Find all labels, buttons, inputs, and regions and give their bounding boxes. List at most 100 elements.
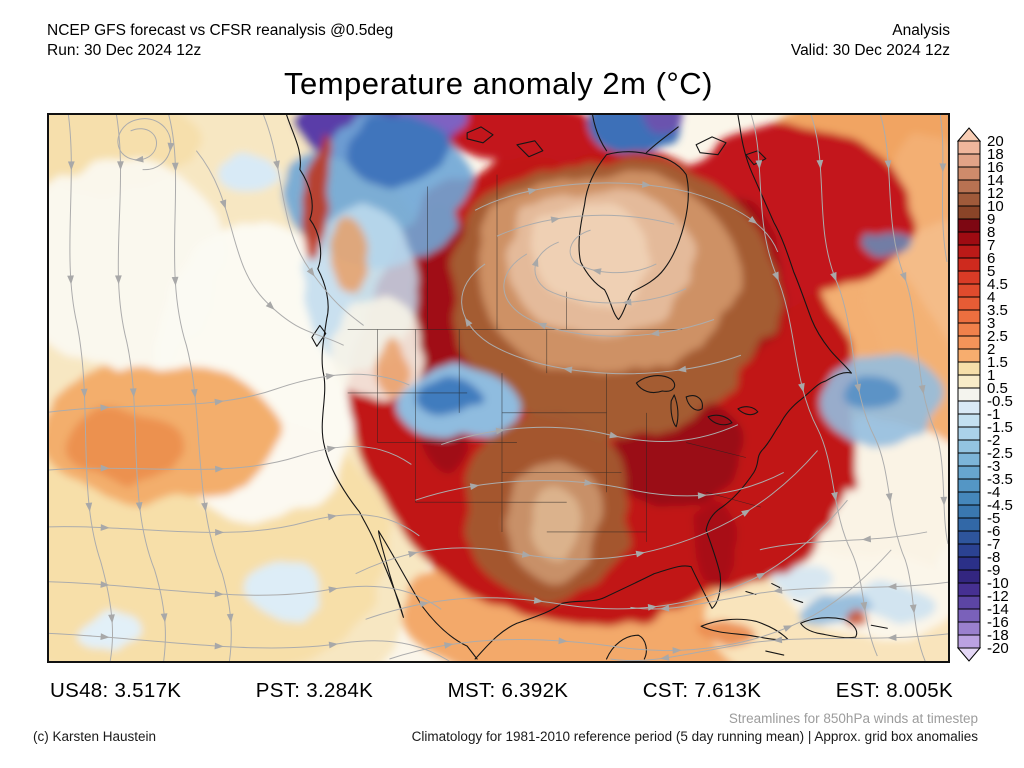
streamline-arrowhead bbox=[100, 633, 110, 640]
product-line: NCEP GFS forecast vs CFSR reanalysis @0.… bbox=[47, 22, 394, 39]
colorbar-segment bbox=[957, 569, 981, 584]
streamline-arrowhead bbox=[660, 654, 670, 661]
colorbar-segment bbox=[957, 621, 981, 636]
colorbar-segment bbox=[957, 140, 981, 155]
colorbar-segment bbox=[957, 335, 981, 350]
streamline-arrowhead bbox=[940, 496, 948, 506]
streamline-arrows bbox=[67, 142, 948, 661]
streamline-arrowhead bbox=[215, 465, 225, 473]
streamline-arrowhead bbox=[887, 583, 897, 590]
streamline-arrowhead bbox=[550, 216, 561, 224]
colorbar-tick-label: -3.5 bbox=[987, 471, 1013, 488]
colorbar-tick-label: 2.5 bbox=[987, 328, 1008, 345]
colorbar-tick-label: -4 bbox=[987, 484, 1000, 501]
streamline-arrowhead bbox=[265, 301, 275, 310]
streamline-arrowhead bbox=[816, 159, 824, 170]
colorbar: 20 18 16 14 12 10 9 8 7 6 5 4.5 4 3.5 3 2.5 2 1.5 1 0.5 -0.5… bbox=[956, 127, 1023, 663]
colorbar-segment bbox=[957, 543, 981, 558]
colorbar-arrow-top bbox=[956, 127, 982, 142]
streamline-arrowhead bbox=[854, 383, 862, 394]
colorbar-segment bbox=[957, 595, 981, 610]
streamline-arrowhead bbox=[899, 271, 907, 282]
streamline-arrowhead bbox=[67, 161, 75, 171]
streamline-arrowhead bbox=[748, 215, 758, 225]
streamline-arrowhead bbox=[741, 509, 751, 517]
streamline-arrowhead bbox=[67, 275, 74, 285]
colorbar-tick-label: -7 bbox=[987, 536, 1000, 553]
streamline-arrowhead bbox=[306, 267, 315, 277]
streamline-arrowhead bbox=[650, 329, 660, 337]
streamline-arrowhead bbox=[831, 491, 838, 502]
colorbar-tick-label: 3 bbox=[987, 315, 995, 332]
run-line: Run: 30 Dec 2024 12z bbox=[47, 42, 202, 59]
colorbar-segment bbox=[957, 192, 981, 207]
colorbar-segment bbox=[957, 556, 981, 571]
streamline-arrowhead bbox=[527, 188, 538, 195]
colorbar-segment bbox=[957, 452, 981, 467]
streamline-arrowhead bbox=[214, 398, 224, 406]
colorbar-segment bbox=[957, 166, 981, 181]
colorbar-segment bbox=[957, 387, 981, 402]
streamline-arrowhead bbox=[622, 298, 632, 306]
colorbar-segment bbox=[957, 634, 981, 649]
streamline-arrowhead bbox=[226, 613, 234, 623]
streamline-arrowhead bbox=[129, 388, 137, 398]
colorbar-segment bbox=[957, 478, 981, 493]
climatology-note: Climatology for 1981-2010 reference peri… bbox=[411, 729, 978, 744]
colorbar-segment bbox=[957, 413, 981, 428]
colorbar-segment bbox=[957, 491, 981, 506]
colorbar-segment bbox=[957, 218, 981, 233]
colorbar-tick-label: -5 bbox=[987, 510, 1000, 527]
streamline-arrowhead bbox=[885, 493, 893, 503]
colorbar-segment bbox=[957, 283, 981, 298]
header-left: NCEP GFS forecast vs CFSR reanalysis @0.… bbox=[47, 21, 393, 61]
streamline-arrowhead bbox=[558, 637, 568, 645]
colorbar-segment bbox=[957, 348, 981, 363]
colorbar-segment bbox=[957, 309, 981, 324]
colorbar-segment bbox=[957, 257, 981, 272]
streamline-arrowhead bbox=[647, 604, 658, 611]
colorbar-segment bbox=[957, 439, 981, 454]
streamline-arrowhead bbox=[783, 625, 793, 632]
streamline-arrowhead bbox=[190, 388, 198, 399]
streamline-arrowhead bbox=[464, 317, 473, 327]
region-stats-row: US48: 3.517K PST: 3.284K MST: 6.392K CST: 7… bbox=[50, 679, 953, 703]
streamline-arrowhead bbox=[80, 388, 88, 398]
colorbar-segment bbox=[957, 530, 981, 545]
colorbar-segment bbox=[957, 426, 981, 441]
colorbar-tick-label: -14 bbox=[987, 601, 1009, 618]
streamline-arrowhead bbox=[887, 634, 897, 641]
colorbar-tick-label: 2 bbox=[987, 341, 995, 358]
streamline-arrowhead bbox=[408, 551, 418, 558]
streamline-arrowhead bbox=[215, 529, 225, 536]
colorbar-tick-label: 6 bbox=[987, 250, 995, 267]
streamline-arrowhead bbox=[772, 271, 779, 282]
colorbar-tick-label: -9 bbox=[987, 562, 1000, 579]
streamline-arrowhead bbox=[531, 257, 539, 267]
valid-line: Valid: 30 Dec 2024 12z bbox=[790, 42, 950, 59]
colorbar-segment bbox=[957, 270, 981, 285]
colorbar-tick-label: 10 bbox=[987, 198, 1004, 215]
streamline-arrowhead bbox=[328, 641, 338, 649]
streamline-arrowhead bbox=[114, 275, 122, 285]
colorbar-tick-label: 12 bbox=[987, 185, 1004, 202]
streamline-arrowhead bbox=[641, 181, 652, 188]
streamline-arrowhead bbox=[214, 590, 224, 598]
streamline-arrowhead bbox=[100, 464, 110, 472]
colorbar-tick-label: 20 bbox=[987, 133, 1004, 150]
anomaly-shading bbox=[49, 115, 948, 661]
colorbar-segment bbox=[957, 205, 981, 220]
streamline-arrowhead bbox=[830, 271, 837, 282]
streamline-arrowhead bbox=[326, 445, 337, 453]
streamline-arrowhead bbox=[773, 636, 783, 644]
stat-cst: CST: 7.613K bbox=[642, 679, 762, 702]
colorbar-tick-label: 16 bbox=[987, 159, 1004, 176]
colorbar-tick-label: -20 bbox=[987, 640, 1009, 657]
streamline-arrowhead bbox=[860, 601, 868, 612]
colorbar-tick-label: -3 bbox=[987, 458, 1000, 475]
streamline-arrowhead bbox=[171, 276, 179, 286]
colorbar-tick-label: -6 bbox=[987, 523, 1000, 540]
streamline-arrowhead bbox=[798, 382, 805, 393]
colorbar-tick-label: -1.5 bbox=[987, 419, 1013, 436]
streamline-arrowhead bbox=[584, 479, 594, 486]
